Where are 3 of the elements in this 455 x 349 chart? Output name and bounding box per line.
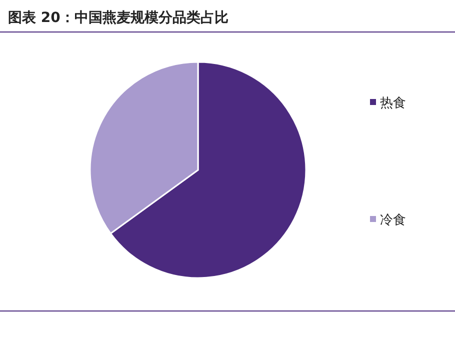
legend-label: 冷食 <box>380 213 406 228</box>
legend-label: 热食 <box>380 96 406 111</box>
chart-title: 图表 20：中国燕麦规模分品类占比 <box>8 10 228 26</box>
